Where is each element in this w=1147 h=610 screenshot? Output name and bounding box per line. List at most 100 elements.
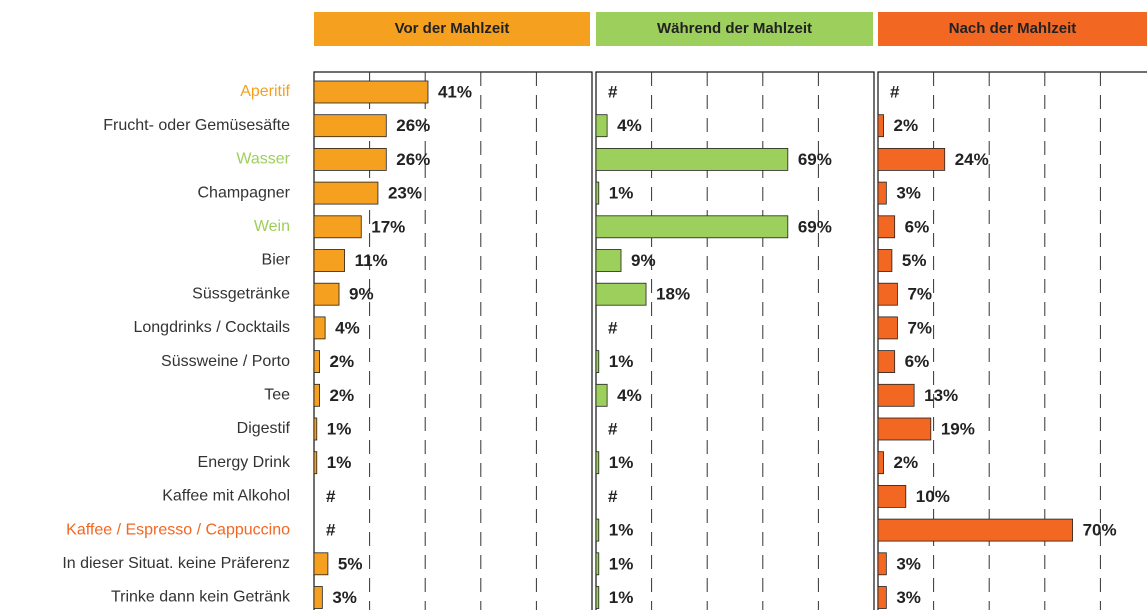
- bar: [877, 350, 896, 374]
- value-label: 5%: [902, 251, 927, 270]
- value-label: 1%: [609, 352, 634, 371]
- bar: [595, 383, 608, 407]
- bar: [877, 282, 898, 306]
- panel-frame: [313, 71, 593, 610]
- value-label: 5%: [338, 554, 363, 573]
- category-label: Frucht- oder Gemüsesäfte: [103, 117, 290, 134]
- value-label: 4%: [617, 386, 642, 405]
- value-label: 17%: [371, 217, 405, 236]
- value-label: 9%: [349, 285, 374, 304]
- panel-frame: [595, 71, 875, 610]
- bar: [313, 417, 318, 441]
- value-label: 4%: [617, 116, 642, 135]
- bar: [313, 552, 329, 576]
- bar: [313, 249, 345, 272]
- category-label: Bier: [262, 252, 291, 269]
- value-label: 3%: [896, 588, 921, 607]
- bar: [877, 552, 887, 576]
- category-label: Energy Drink: [198, 454, 291, 471]
- category-label: Wasser: [236, 151, 290, 168]
- category-label: Trinke dann kein Getränk: [111, 589, 291, 606]
- bar: [877, 484, 907, 508]
- bar: [313, 383, 320, 407]
- bar: [595, 350, 600, 374]
- value-label: 11%: [355, 251, 388, 270]
- value-label: #: [608, 487, 618, 506]
- bar: [877, 451, 884, 475]
- category-label: Aperitif: [240, 83, 290, 100]
- bar: [877, 114, 884, 138]
- panel-header: [596, 12, 873, 46]
- value-label: #: [890, 82, 900, 101]
- panel-frame: [877, 71, 1147, 610]
- value-label: 23%: [388, 184, 422, 203]
- bar: [313, 147, 387, 171]
- value-label: 69%: [798, 150, 832, 169]
- panel-header-label: Während der Mahlzeit: [657, 20, 812, 37]
- bar: [877, 417, 932, 441]
- panel-header-label: Nach der Mahlzeit: [949, 20, 1077, 37]
- bar: [595, 451, 600, 475]
- bar: [313, 350, 320, 374]
- bar: [313, 451, 318, 475]
- value-label: #: [608, 82, 618, 101]
- bar: [877, 586, 887, 609]
- value-label: 6%: [905, 217, 930, 236]
- panel-header-label: Vor der Mahlzeit: [395, 20, 510, 37]
- category-label: In dieser Situat. keine Präferenz: [62, 555, 290, 572]
- bar: [595, 249, 622, 272]
- bar: [877, 147, 946, 171]
- bar: [877, 215, 896, 239]
- category-label: Champagner: [198, 184, 291, 201]
- value-label: 10%: [916, 487, 950, 506]
- bar: [595, 181, 600, 205]
- value-label: 2%: [330, 386, 355, 405]
- bar: [313, 80, 429, 104]
- value-label: #: [608, 419, 618, 438]
- bar: [595, 586, 600, 609]
- value-label: 2%: [894, 453, 919, 472]
- bar: [595, 282, 647, 306]
- value-label: 26%: [396, 116, 430, 135]
- value-label: 41%: [438, 82, 472, 101]
- category-label: Süssgetränke: [192, 285, 290, 302]
- bar: [313, 316, 326, 340]
- category-label: Kaffee / Espresso / Cappuccino: [66, 521, 290, 538]
- bar: [877, 316, 898, 340]
- value-label: 1%: [609, 453, 634, 472]
- bar: [595, 114, 608, 138]
- value-label: 1%: [327, 419, 352, 438]
- value-label: 9%: [631, 251, 656, 270]
- bar: [313, 215, 362, 239]
- bar: [877, 181, 887, 205]
- value-label: 2%: [894, 116, 919, 135]
- category-label: Kaffee mit Alkohol: [162, 488, 290, 505]
- category-label: Longdrinks / Cocktails: [133, 319, 290, 336]
- category-label: Tee: [264, 387, 290, 404]
- category-label: Süssweine / Porto: [161, 353, 290, 370]
- value-label: 69%: [798, 217, 832, 236]
- panel-header: [878, 12, 1147, 46]
- value-label: 1%: [609, 521, 634, 540]
- bar: [313, 586, 323, 609]
- bar: [595, 147, 789, 171]
- bar: [595, 215, 789, 239]
- value-label: 6%: [905, 352, 930, 371]
- bar: [595, 552, 600, 576]
- value-label: 1%: [327, 453, 352, 472]
- panel-header: [314, 12, 590, 46]
- value-label: 24%: [955, 150, 989, 169]
- value-label: 26%: [396, 150, 430, 169]
- value-label: 13%: [924, 386, 958, 405]
- bar: [313, 181, 379, 205]
- value-label: #: [326, 521, 336, 540]
- value-label: 19%: [941, 419, 975, 438]
- bar: [877, 518, 1074, 542]
- category-label: Digestif: [237, 420, 291, 437]
- value-label: 2%: [330, 352, 355, 371]
- bar: [313, 114, 387, 138]
- value-label: 3%: [896, 554, 921, 573]
- bar: [877, 249, 893, 272]
